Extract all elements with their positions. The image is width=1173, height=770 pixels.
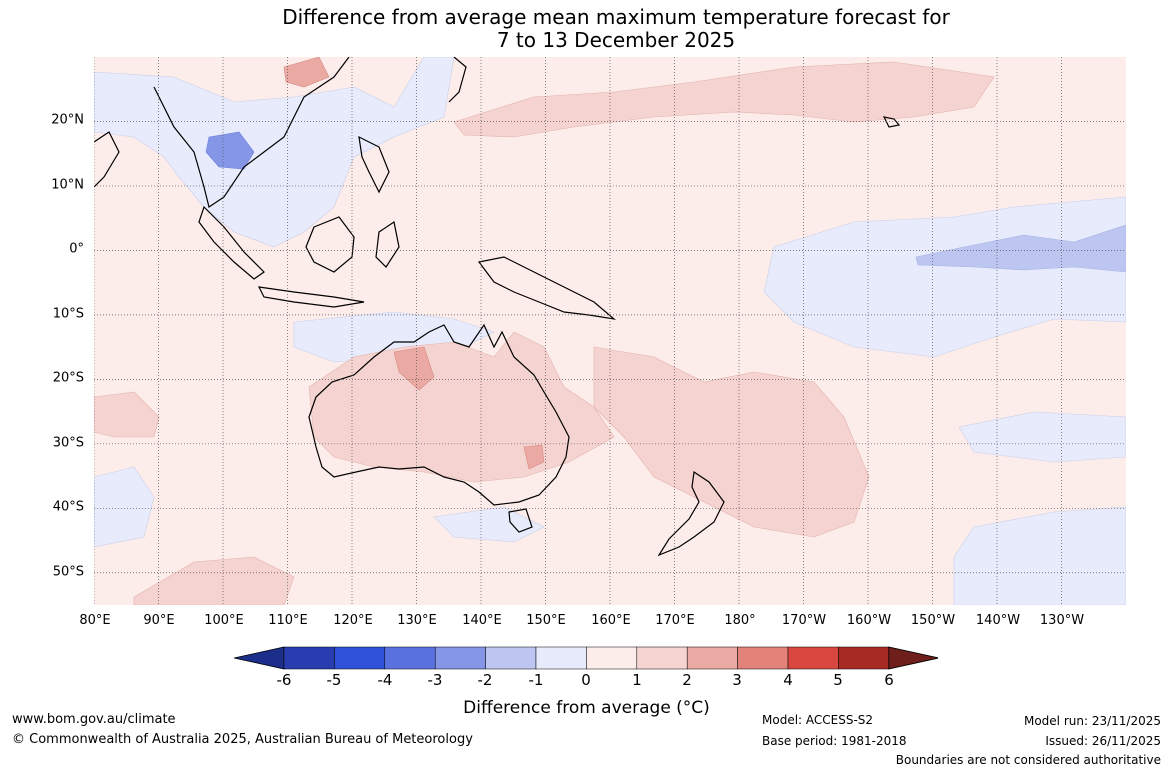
lat-label-equator: 0° — [69, 241, 84, 257]
colorbar — [234, 646, 938, 670]
lon-label-130e: 130°E — [397, 613, 437, 628]
coastline-philippines — [358, 135, 390, 194]
colorbar-tick-minus2: -2 — [477, 671, 493, 689]
lon-label-80e: 80°E — [79, 613, 111, 628]
chart-title-line1: Difference from average mean maximum tem… — [282, 5, 950, 29]
colorbar-segment — [787, 646, 839, 670]
map-canvas — [94, 57, 1126, 605]
lat-label-20s: 20°S — [52, 370, 84, 386]
warm-area-australia — [308, 331, 615, 483]
coastline-borneo — [305, 216, 355, 273]
lon-label-120e: 120°E — [333, 613, 373, 628]
colorbar-segment — [384, 646, 436, 670]
colorbar-tick-minus4: -4 — [377, 671, 393, 689]
colorbar-label: Difference from average (°C) — [463, 698, 710, 718]
colorbar-segment — [535, 646, 587, 670]
website-link[interactable]: www.bom.gov.au/climate — [12, 712, 176, 727]
coastline-new-guinea — [477, 256, 617, 320]
colorbar-tick-minus6: -6 — [276, 671, 292, 689]
base-period: Base period: 1981-2018 — [762, 734, 907, 748]
warm-core-south-china — [283, 57, 330, 88]
coastline-sumatra — [198, 205, 265, 280]
lon-label-180: 180° — [724, 613, 756, 628]
lon-label-160e: 160°E — [591, 613, 631, 628]
lon-label-100e: 100°E — [204, 613, 244, 628]
lon-label-160w: 160°W — [846, 613, 892, 628]
colorbar-tick-minus1: -1 — [528, 671, 544, 689]
cool-core-indochina — [205, 131, 255, 170]
coastline-java — [257, 286, 365, 308]
coastline-india — [94, 131, 120, 188]
model-name: Model: ACCESS-S2 — [762, 713, 874, 727]
coastline-indochina — [153, 57, 350, 208]
cool-area-tasman — [433, 506, 545, 543]
colorbar-segment — [485, 646, 537, 670]
colorbar-tick-3: 3 — [732, 671, 742, 689]
cool-area-asia — [94, 57, 455, 248]
lon-label-170w: 170°W — [781, 613, 827, 628]
colorbar-segment — [838, 646, 890, 670]
colorbar-segment — [434, 646, 486, 670]
warm-area-west-indian — [94, 391, 160, 438]
colorbar-arrow-low — [234, 646, 285, 670]
warm-area-south-indian — [133, 556, 295, 605]
colorbar-tick-0: 0 — [581, 671, 591, 689]
colorbar-tick-5: 5 — [833, 671, 843, 689]
colorbar-tick-minus3: -3 — [427, 671, 443, 689]
copyright-text: © Commonwealth of Australia 2025, Austra… — [12, 732, 473, 747]
colorbar-tick-1: 1 — [632, 671, 642, 689]
colorbar-tick-minus5: -5 — [326, 671, 342, 689]
colorbar-tick-4: 4 — [783, 671, 793, 689]
lat-label-10n: 10°N — [51, 177, 84, 193]
lat-label-10s: 10°S — [52, 306, 84, 322]
lat-label-20n: 20°N — [51, 112, 84, 128]
coastline-hawaii — [882, 116, 901, 128]
boundary-disclaimer: Boundaries are not considered authoritat… — [895, 753, 1161, 767]
colorbar-segment — [636, 646, 688, 670]
chart-title-line2: 7 to 13 December 2025 — [496, 28, 736, 52]
cool-area-southeast — [953, 506, 1126, 605]
cool-area-south-pacific — [958, 411, 1126, 463]
colorbar-segment — [283, 646, 335, 670]
issued-date: Issued: 26/11/2025 — [1045, 734, 1161, 748]
warm-anomaly-areas — [94, 57, 995, 605]
lat-label-40s: 40°S — [52, 499, 84, 515]
coastline-japan — [448, 57, 467, 103]
colorbar-segment — [737, 646, 789, 670]
coastline-new-zealand — [657, 470, 725, 557]
colorbar-segment — [586, 646, 638, 670]
coastline-sulawesi — [375, 221, 400, 268]
warm-area-north-pacific — [453, 61, 995, 138]
lon-label-140e: 140°E — [462, 613, 502, 628]
lon-label-130w: 130°W — [1039, 613, 1085, 628]
colorbar-arrow-high — [888, 646, 938, 670]
coastline-australia — [308, 323, 570, 506]
cool-area-pacific-east — [763, 196, 1126, 358]
colorbar-segment — [686, 646, 738, 670]
cool-area-indian-ocean — [94, 466, 155, 548]
lon-label-140w: 140°W — [975, 613, 1021, 628]
model-run-date: Model run: 23/11/2025 — [1023, 714, 1161, 728]
coastline-tasmania — [508, 508, 533, 533]
coastlines — [94, 57, 901, 557]
cool-band-equator — [915, 224, 1126, 273]
lon-label-90e: 90°E — [143, 613, 175, 628]
colorbar-tick-2: 2 — [682, 671, 692, 689]
lon-label-150e: 150°E — [526, 613, 566, 628]
graticule — [94, 57, 1126, 605]
lon-label-110e: 110°E — [268, 613, 308, 628]
lon-label-170e: 170°E — [655, 613, 695, 628]
colorbar-tick-6: 6 — [884, 671, 894, 689]
lat-label-30s: 30°S — [52, 435, 84, 451]
forecast-map — [94, 57, 1126, 605]
warm-area-new-zealand-sea — [593, 346, 870, 538]
lon-label-150w: 150°W — [910, 613, 956, 628]
lat-label-50s: 50°S — [52, 564, 84, 580]
warm-core-nsw — [523, 444, 545, 470]
colorbar-segment — [334, 646, 386, 670]
